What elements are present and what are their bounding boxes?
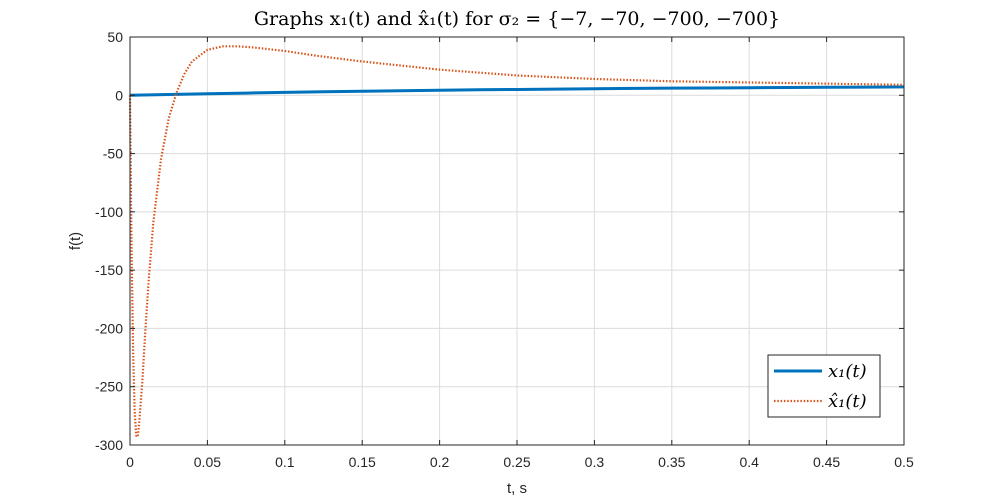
chart-title: Graphs x₁(t) and x̂₁(t) for σ₂ = {−7, −7… [254,8,780,30]
y-tick-label: -150 [95,262,123,278]
legend: x₁(t) x̂₁(t) [767,354,881,418]
x-tick-label: 0.45 [813,454,840,470]
legend-box [767,354,881,418]
series-line-x1 [129,85,905,97]
x-tick-label: 0 [126,454,134,470]
y-tick-label: -200 [95,320,123,336]
y-tick-label: -300 [95,437,123,453]
x-tick-label: 0.3 [585,454,605,470]
x-tick-label: 0.05 [194,454,221,470]
y-tick-label: -250 [95,379,123,395]
y-tick-label: -50 [103,146,123,162]
legend-label-x1-hat: x̂₁(t) [828,391,867,412]
x-tick-label: 0.35 [658,454,685,470]
y-tick-label: 0 [115,87,123,103]
y-tick-labels: 50 0 -50 -100 -150 -200 -250 -300 [95,29,904,453]
series-line-x1-hat [128,45,905,438]
x-axis-label: t, s [507,480,527,497]
x-tick-label: 0.4 [739,454,759,470]
x-tick-labels: 0 0.05 0.1 0.15 0.2 0.25 0.3 0.35 0.4 0.45 0.5 [126,37,914,470]
x-tick-label: 0.25 [503,454,530,470]
x-tick-label: 0.15 [349,454,376,470]
y-tick-label: -100 [95,204,123,220]
y-axis-label: f(t) [67,232,84,250]
y-tick-label: 50 [107,29,123,45]
x-tick-label: 0.2 [430,454,450,470]
x-tick-label: 0.1 [275,454,295,470]
legend-label-x1: x₁(t) [828,361,867,382]
x-tick-label: 0.5 [894,454,914,470]
series-group [128,45,905,438]
